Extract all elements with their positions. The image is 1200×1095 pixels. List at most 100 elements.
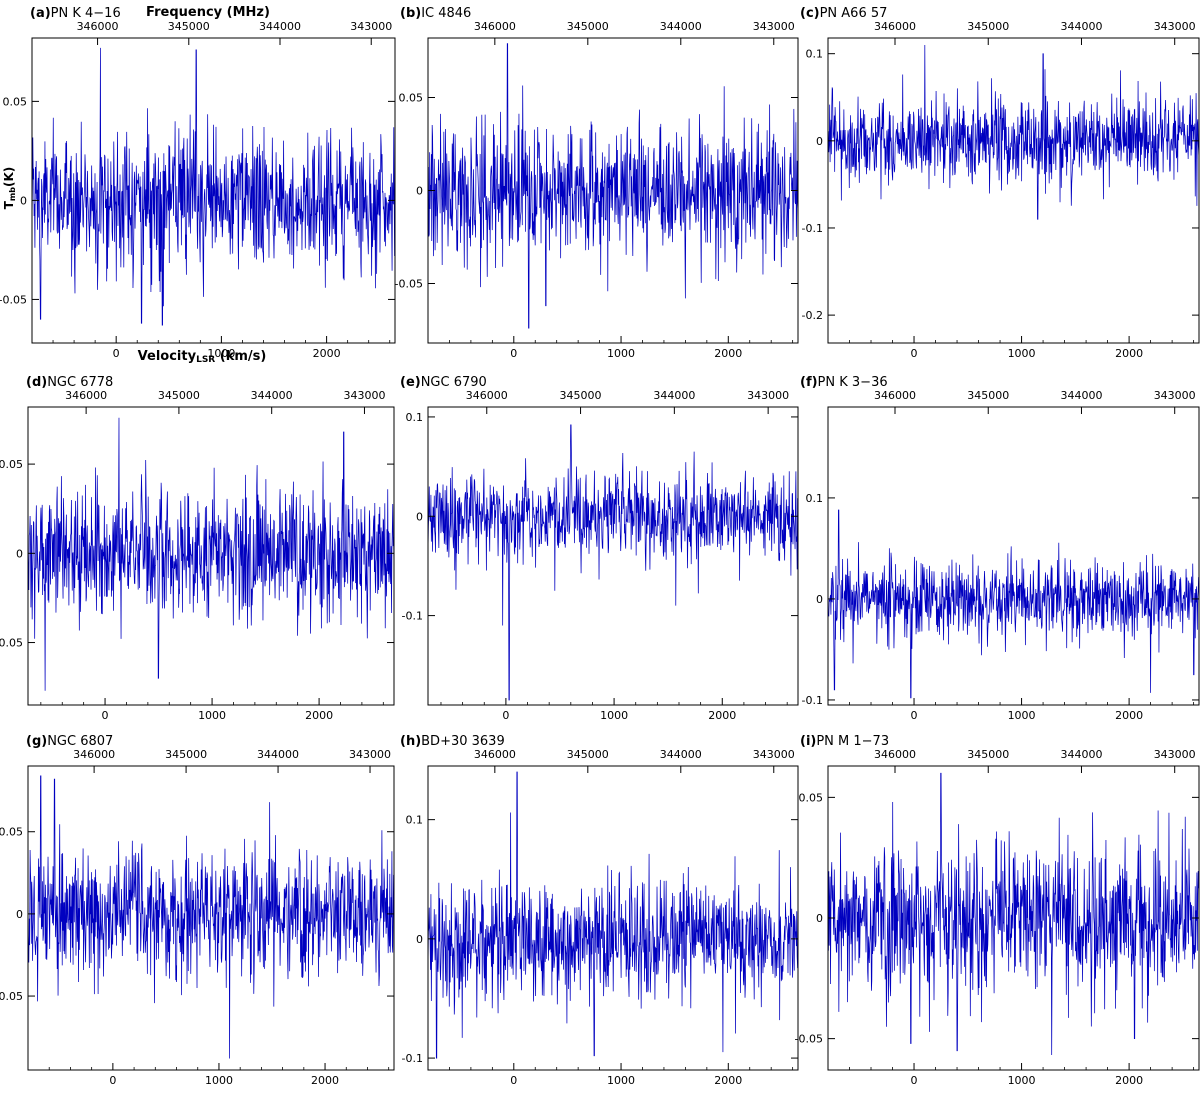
top-tick-label: 346000: [474, 20, 516, 33]
spectrum-panel: 0 1000 2000 346000 345000 344000 343000 -0.05 0 0…: [0, 375, 395, 722]
plot-frame: [27, 406, 395, 706]
panel-label: (a): [30, 6, 51, 21]
top-tick-label: 343000: [753, 748, 795, 761]
top-tick-label: 344000: [653, 389, 695, 402]
temperature-axis-title: Tmb(K): [2, 167, 17, 210]
spectrum-line: [828, 44, 1199, 220]
top-tick-label: 346000: [474, 748, 516, 761]
x-tick-label: 1000: [607, 1074, 635, 1087]
x-tick-label: 1000: [600, 709, 628, 722]
y-tick-label: 0.05: [0, 458, 23, 471]
panel-title: (f)PN K 3−36: [800, 375, 888, 390]
panel-label: (g): [26, 734, 47, 749]
x-tick-label: 0: [911, 347, 918, 360]
panel-label: (c): [800, 6, 820, 21]
y-tick-label: 0.1: [806, 492, 824, 505]
y-tick-label: -0.05: [795, 1033, 823, 1046]
y-tick-label: 0.1: [806, 48, 824, 61]
y-tick-label: 0.1: [406, 814, 424, 827]
y-tick-label: 0.05: [0, 826, 23, 839]
panel-source-name: PN A66 57: [820, 6, 888, 21]
top-tick-label: 344000: [1060, 748, 1102, 761]
panel-title: (b)IC 4846: [400, 6, 471, 21]
top-tick-label: 345000: [967, 389, 1009, 402]
top-tick-label: 346000: [874, 389, 916, 402]
y-tick-label: 0.05: [399, 92, 424, 105]
top-tick-label: 344000: [660, 748, 702, 761]
spectrum-panel: 0 1000 2000 346000 345000 344000 343000 -0.1 0 0.…: [400, 375, 799, 722]
top-tick-label: 344000: [257, 748, 299, 761]
spectrum-panel: 0 1000 2000 346000 345000 344000 343000 -0.05 0 0…: [0, 734, 395, 1087]
top-tick-label: 343000: [343, 389, 385, 402]
top-tick-label: 345000: [567, 20, 609, 33]
top-tick-label: 346000: [73, 748, 115, 761]
y-tick-label: -0.05: [0, 990, 23, 1003]
top-tick-label: 345000: [168, 20, 210, 33]
panel-source-name: IC 4846: [421, 6, 471, 21]
y-tick-label: 0: [416, 185, 423, 198]
panel-source-name: NGC 6778: [47, 375, 113, 390]
panel-title: (i)PN M 1−73: [800, 734, 889, 749]
y-tick-label: 0: [416, 510, 423, 523]
y-tick-label: -0.2: [802, 309, 823, 322]
panel-label: (b): [400, 6, 421, 21]
top-tick-label: 345000: [567, 748, 609, 761]
plot-frame: [27, 765, 395, 1071]
spectrum-line: [32, 47, 395, 326]
panel-title: (h)BD+30 3639: [400, 734, 505, 749]
spectrum-panel: 0 1000 2000 346000 345000 344000 343000 -0.05 0 0…: [0, 6, 396, 360]
top-tick-label: 346000: [77, 20, 119, 33]
panel-source-name: NGC 6790: [421, 375, 487, 390]
panel-title: (d)NGC 6778: [26, 375, 113, 390]
y-tick-label: -0.1: [402, 1052, 423, 1065]
panel-label: (f): [800, 375, 818, 390]
y-tick-label: -0.05: [0, 637, 23, 650]
y-tick-label: 0.05: [799, 791, 824, 804]
x-tick-label: 2000: [313, 347, 341, 360]
spectrum-line: [28, 775, 394, 1059]
x-tick-label: 1000: [1008, 709, 1036, 722]
spectrum-line: [828, 772, 1199, 1055]
top-tick-label: 345000: [158, 389, 200, 402]
top-tick-label: 344000: [1060, 20, 1102, 33]
spectrum-line: [828, 509, 1199, 699]
top-tick-label: 345000: [967, 748, 1009, 761]
top-tick-label: 344000: [1060, 389, 1102, 402]
spectrum-line: [28, 417, 394, 691]
plot-frame: [827, 406, 1200, 706]
x-tick-label: 1000: [205, 1074, 233, 1087]
y-tick-label: 0: [16, 547, 23, 560]
panel-title: (e)NGC 6790: [400, 375, 487, 390]
panel-label: (e): [400, 375, 421, 390]
x-tick-label: 2000: [714, 347, 742, 360]
x-tick-label: 0: [911, 1074, 918, 1087]
plot-frame: [427, 765, 799, 1071]
y-tick-label: -0.05: [395, 277, 423, 290]
plot-frame: [827, 37, 1200, 344]
top-tick-label: 343000: [1154, 748, 1196, 761]
spectrum-panel: 0 1000 2000 346000 345000 344000 343000 -0.1 0 0.…: [400, 734, 799, 1087]
top-tick-label: 344000: [251, 389, 293, 402]
y-tick-label: -0.05: [0, 293, 27, 306]
spectrum-panel: 0 1000 2000 346000 345000 344000 343000 -0.05 0 0…: [795, 734, 1200, 1087]
frequency-axis-title: Frequency (MHz): [146, 5, 270, 20]
x-tick-label: 1000: [1008, 347, 1036, 360]
spectrum-panel: 0 1000 2000 346000 345000 344000 343000 -0.2 -0.…: [800, 6, 1200, 360]
spectrum-line: [428, 771, 798, 1059]
x-tick-label: 2000: [1115, 347, 1143, 360]
x-tick-label: 0: [502, 709, 509, 722]
spectrum-line: [428, 43, 798, 329]
y-tick-label: -0.1: [802, 694, 823, 707]
y-tick-label: 0.1: [406, 411, 424, 424]
panel-label: (d): [26, 375, 47, 390]
x-tick-label: 2000: [1115, 1074, 1143, 1087]
top-tick-label: 345000: [165, 748, 207, 761]
spectrum-panel: 0 1000 2000 346000 345000 344000 343000 -0.1 0 0.…: [800, 375, 1200, 722]
y-tick-label: 0: [20, 194, 27, 207]
y-tick-label: -0.1: [802, 222, 823, 235]
panel-source-name: PN K 4−16: [51, 6, 121, 21]
spectrum-line: [428, 424, 798, 701]
x-tick-label: 2000: [708, 709, 736, 722]
